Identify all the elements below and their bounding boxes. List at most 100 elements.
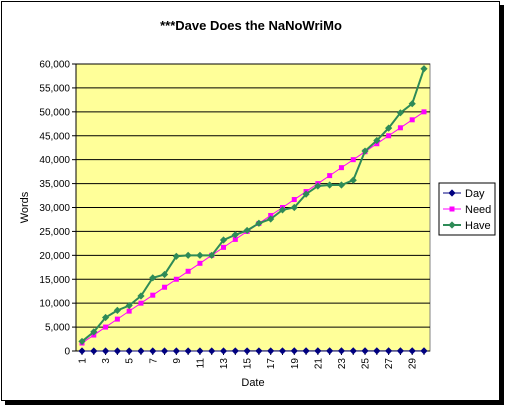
data-point-have bbox=[90, 328, 98, 336]
data-point-day bbox=[137, 347, 145, 355]
x-tick-label: 27 bbox=[384, 358, 395, 370]
x-tick-label: 29 bbox=[408, 358, 419, 370]
data-point-need bbox=[138, 300, 144, 306]
data-point-have bbox=[255, 219, 263, 227]
data-point-need bbox=[197, 260, 203, 266]
data-point-have bbox=[373, 136, 381, 145]
data-point-day bbox=[160, 347, 169, 355]
data-point-have bbox=[267, 215, 275, 223]
data-point-day bbox=[396, 347, 405, 355]
y-tick-label: 50,000 bbox=[39, 107, 70, 118]
gridlines bbox=[72, 63, 430, 352]
legend-item-have: Have bbox=[443, 220, 491, 232]
data-point-have bbox=[396, 109, 405, 117]
data-point-have bbox=[231, 231, 239, 239]
data-point-have bbox=[184, 251, 192, 259]
data-point-have bbox=[278, 206, 287, 214]
data-point-day bbox=[101, 347, 110, 355]
data-point-day bbox=[267, 347, 275, 355]
data-point-need bbox=[103, 324, 109, 330]
y-tick-label: 15,000 bbox=[39, 275, 70, 286]
x-tick-label: 9 bbox=[172, 358, 183, 364]
data-point-day bbox=[113, 347, 121, 355]
x-tick-label: 7 bbox=[148, 358, 159, 364]
data-point-have bbox=[101, 313, 110, 322]
data-point-have bbox=[290, 203, 298, 212]
data-point-day bbox=[78, 347, 86, 355]
data-point-day bbox=[90, 347, 98, 355]
y-tick-labels: 0 5,000 10,000 15,000 20,000 25,000 30,000 35,0… bbox=[39, 60, 70, 358]
data-point-need bbox=[221, 244, 227, 250]
data-point-have bbox=[208, 251, 216, 259]
data-point-have bbox=[349, 176, 357, 184]
series-have bbox=[78, 65, 428, 346]
legend-label-need: Need bbox=[465, 204, 491, 216]
data-point-have bbox=[408, 100, 416, 108]
x-tick-label: 25 bbox=[361, 358, 372, 370]
y-tick-label: 60,000 bbox=[39, 60, 70, 71]
data-point-have bbox=[326, 181, 334, 189]
data-point-day bbox=[196, 347, 204, 355]
data-point-day bbox=[231, 347, 239, 355]
legend-marker-need bbox=[449, 206, 455, 212]
y-tick-label: 45,000 bbox=[39, 131, 70, 142]
data-point-have bbox=[302, 190, 310, 198]
data-point-day bbox=[278, 347, 287, 355]
data-point-have bbox=[361, 147, 369, 155]
data-point-day bbox=[290, 347, 298, 355]
data-point-need bbox=[232, 236, 238, 242]
data-point-have bbox=[243, 226, 251, 235]
chart: ***Dave Does the NaNoWriMo 0 5,000 10,000 1… bbox=[19, 18, 496, 389]
legend-marker-have bbox=[448, 221, 456, 229]
data-point-day bbox=[385, 347, 393, 355]
data-point-day bbox=[243, 347, 251, 355]
y-tick-label: 25,000 bbox=[39, 227, 70, 238]
data-point-day bbox=[420, 347, 428, 355]
x-axis-title: Date bbox=[241, 377, 264, 389]
data-point-have bbox=[314, 182, 322, 190]
data-point-need bbox=[350, 157, 356, 163]
data-point-have bbox=[137, 292, 145, 300]
series-day bbox=[78, 347, 428, 355]
data-point-have bbox=[113, 306, 121, 314]
data-point-day bbox=[326, 347, 334, 355]
y-tick-label: 55,000 bbox=[39, 83, 70, 94]
data-point-have bbox=[219, 236, 228, 244]
legend: Day Need Have bbox=[438, 182, 496, 236]
y-axis-title: Words bbox=[19, 191, 31, 223]
data-point-day bbox=[172, 347, 180, 355]
data-point-day bbox=[208, 347, 216, 355]
data-point-need bbox=[397, 125, 403, 131]
x-tick-label: 11 bbox=[195, 358, 206, 369]
legend-item-need: Need bbox=[443, 204, 491, 216]
data-point-have bbox=[172, 252, 180, 260]
data-point-need bbox=[173, 276, 179, 282]
data-point-day bbox=[184, 347, 192, 355]
legend-label-have: Have bbox=[465, 220, 491, 232]
data-point-need bbox=[338, 165, 344, 171]
x-tick-label: 13 bbox=[219, 358, 230, 370]
data-point-need bbox=[162, 284, 168, 290]
x-tick-label: 17 bbox=[266, 358, 277, 370]
data-point-have bbox=[125, 301, 133, 310]
data-point-have bbox=[149, 274, 157, 282]
data-point-day bbox=[219, 347, 228, 355]
data-point-need bbox=[409, 117, 415, 123]
data-point-have bbox=[385, 124, 393, 132]
data-point-day bbox=[302, 347, 310, 355]
data-point-need bbox=[421, 109, 427, 115]
x-tick-label: 19 bbox=[290, 358, 301, 370]
data-point-need bbox=[185, 268, 191, 274]
data-point-day bbox=[149, 347, 157, 355]
y-tick-label: 40,000 bbox=[39, 155, 70, 166]
legend-marker-day bbox=[448, 189, 456, 197]
data-point-day bbox=[314, 347, 322, 355]
data-point-need bbox=[327, 173, 333, 179]
x-tick-label: 5 bbox=[125, 358, 136, 364]
data-point-day bbox=[373, 347, 381, 355]
data-point-need bbox=[291, 197, 297, 203]
data-point-have bbox=[420, 65, 428, 73]
x-tick-label: 21 bbox=[313, 358, 324, 370]
y-tick-label: 20,000 bbox=[39, 251, 70, 262]
y-tick-label: 30,000 bbox=[39, 203, 70, 214]
